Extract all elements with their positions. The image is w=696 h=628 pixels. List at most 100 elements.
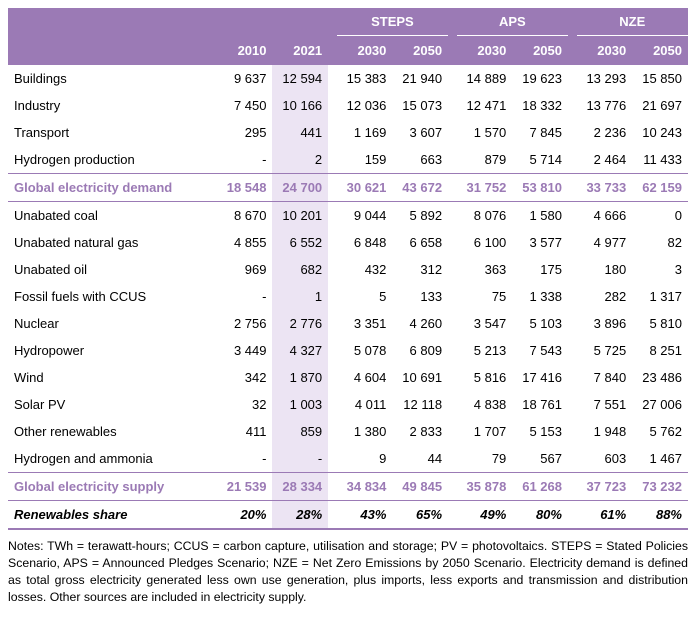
value-cell: 44 — [427, 451, 443, 466]
value-cell: 24 700 — [272, 173, 329, 202]
value-cell: 1 467 — [649, 451, 682, 466]
value-cell: 5 810 — [649, 316, 682, 331]
value-cell: 6 658 — [409, 235, 443, 250]
table-row: Hydrogen and ammonia - - 9 44 79 567 603 1 467 — [8, 445, 688, 473]
table-row: Unabated coal 8 670 10 201 9 044 5 892 8 076 1… — [8, 201, 688, 229]
value-cell: 12 036 — [346, 98, 387, 113]
value-cell: 3 577 — [529, 235, 562, 250]
renewables-share-row: Renewables share 20% 28% 43% 65% 49% 80% 61% 88% — [8, 500, 688, 530]
value-cell: 4 327 — [272, 337, 329, 364]
row-label: Global electricity supply — [8, 472, 217, 501]
value-cell: 1 — [272, 283, 329, 310]
value-cell: 1 317 — [649, 289, 682, 304]
value-cell: 7 543 — [529, 343, 562, 358]
table-body: Buildings 9 637 12 594 15 383 21 940 14 889 19… — [8, 65, 688, 530]
electricity-table: STEPS APS NZE 2010 2021 2030 2050 2030 2… — [8, 8, 688, 530]
row-label: Fossil fuels with CCUS — [14, 289, 147, 304]
value-cell: 3 351 — [353, 316, 387, 331]
value-cell: 18 548 — [216, 173, 273, 202]
value-cell: 3 449 — [233, 343, 267, 358]
value-cell: 363 — [484, 262, 507, 277]
value-cell: 33 733 — [576, 173, 633, 202]
value-cell: 1 870 — [272, 364, 329, 391]
value-cell: 10 243 — [642, 125, 682, 140]
value-cell: 15 383 — [346, 71, 387, 86]
value-cell: 4 260 — [409, 316, 443, 331]
value-cell: 21 940 — [402, 71, 443, 86]
value-cell: 19 623 — [522, 71, 562, 86]
value-cell: 4 977 — [593, 235, 627, 250]
value-cell: 567 — [540, 451, 562, 466]
row-label: Unabated coal — [8, 201, 217, 229]
value-cell: 43% — [336, 500, 393, 530]
row-label: Hydropower — [14, 343, 85, 358]
value-cell: 13 776 — [586, 98, 627, 113]
value-cell: 10 691 — [402, 370, 443, 385]
value-cell: 17 416 — [522, 370, 562, 385]
year-header: 2030 — [576, 35, 633, 65]
value-cell: 49% — [456, 500, 513, 530]
value-cell: 312 — [420, 262, 443, 277]
value-cell: 20% — [216, 500, 273, 530]
scenario-nze: NZE — [576, 8, 688, 36]
table-row: Other renewables 411 859 1 380 2 833 1 707 5 1… — [8, 418, 688, 445]
table-row: Hydropower 3 449 4 327 5 078 6 809 5 213 7 543… — [8, 337, 688, 364]
value-cell: 61 268 — [512, 472, 568, 501]
value-cell: 663 — [420, 152, 443, 167]
value-cell: 6 100 — [473, 235, 507, 250]
value-cell: 10 201 — [272, 201, 329, 229]
value-cell: 8 670 — [216, 201, 273, 229]
value-cell: 73 232 — [632, 472, 688, 501]
demand-total-row: Global electricity demand 18 548 24 700 30 … — [8, 173, 688, 202]
value-cell: 3 896 — [593, 316, 627, 331]
value-cell: 4 604 — [353, 370, 387, 385]
table-row: Unabated oil 969 682 432 312 363 175 180 3 — [8, 256, 688, 283]
value-cell: 295 — [244, 125, 267, 140]
value-cell: 5 078 — [353, 343, 387, 358]
value-cell: 6 809 — [409, 343, 443, 358]
value-cell: 62 159 — [632, 173, 688, 202]
value-cell: 14 889 — [466, 71, 507, 86]
table-header: STEPS APS NZE 2010 2021 2030 2050 2030 2… — [8, 8, 688, 65]
table-row: Buildings 9 637 12 594 15 383 21 940 14 889 19… — [8, 65, 688, 92]
row-label: Unabated natural gas — [14, 235, 139, 250]
value-cell: 342 — [244, 370, 267, 385]
value-cell: 133 — [420, 289, 443, 304]
value-cell: 1 948 — [593, 424, 627, 439]
value-cell: 3 — [674, 262, 682, 277]
value-cell: 2 756 — [233, 316, 267, 331]
row-label: Nuclear — [14, 316, 59, 331]
value-cell: 5 213 — [473, 343, 507, 358]
table-row: Nuclear 2 756 2 776 3 351 4 260 3 547 5 103 3 8… — [8, 310, 688, 337]
value-cell: 31 752 — [456, 173, 513, 202]
row-label: Transport — [14, 125, 70, 140]
value-cell: 0 — [632, 201, 688, 229]
value-cell: 21 697 — [642, 98, 682, 113]
header-empty — [8, 8, 217, 36]
value-cell: 159 — [364, 152, 387, 167]
value-cell: 18 332 — [522, 98, 562, 113]
value-cell: 13 293 — [586, 71, 627, 86]
row-label: Solar PV — [14, 397, 66, 412]
value-cell: 15 073 — [402, 98, 443, 113]
year-header-row: 2010 2021 2030 2050 2030 2050 2030 2050 — [8, 35, 688, 65]
value-cell: 80% — [512, 500, 568, 530]
value-cell: 5 816 — [473, 370, 507, 385]
value-cell: 9 637 — [233, 71, 267, 86]
value-cell: 7 450 — [233, 98, 267, 113]
value-cell: 8 251 — [649, 343, 682, 358]
row-label: Global electricity demand — [8, 173, 217, 202]
value-cell: 7 840 — [593, 370, 627, 385]
value-cell: 30 621 — [336, 173, 393, 202]
table-row: Hydrogen production -2 159 663 879 5 714 2 464… — [8, 146, 688, 174]
value-cell: 6 848 — [353, 235, 387, 250]
year-header: 2030 — [336, 35, 393, 65]
value-cell: 34 834 — [336, 472, 393, 501]
value-cell: 7 551 — [593, 397, 627, 412]
row-label: Unabated oil — [14, 262, 87, 277]
value-cell: 180 — [604, 262, 627, 277]
value-cell: 82 — [667, 235, 682, 250]
value-cell: 3 547 — [473, 316, 507, 331]
value-cell: 75 — [491, 289, 507, 304]
value-cell: - — [262, 451, 267, 466]
